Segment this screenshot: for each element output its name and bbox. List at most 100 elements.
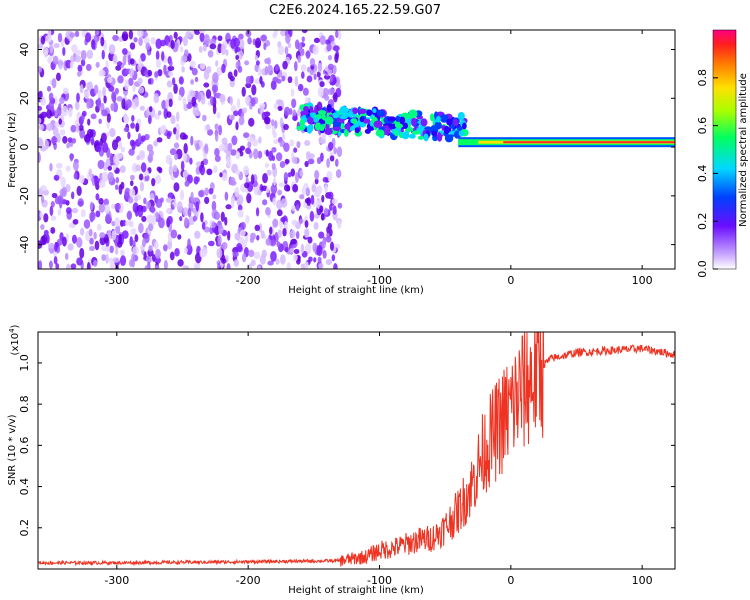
noise-speckle xyxy=(254,78,261,85)
noise-speckle xyxy=(319,35,326,46)
noise-speckle xyxy=(326,158,330,168)
noise-speckle xyxy=(203,82,210,88)
noise-speckle xyxy=(50,226,56,234)
noise-speckle xyxy=(225,204,232,210)
noise-speckle xyxy=(274,63,280,72)
noise-speckle xyxy=(144,265,150,269)
noise-speckle xyxy=(167,215,173,225)
noise-speckle xyxy=(172,164,178,173)
noise-speckle xyxy=(69,32,76,38)
noise-speckle xyxy=(318,262,324,269)
noise-speckle xyxy=(306,197,312,206)
noise-speckle xyxy=(209,43,217,50)
noise-speckle xyxy=(283,172,289,182)
noise-speckle xyxy=(266,57,271,65)
noise-speckle xyxy=(334,53,339,64)
noise-speckle xyxy=(182,207,189,217)
noise-speckle xyxy=(316,71,321,78)
noise-speckle xyxy=(126,210,133,221)
noise-speckle xyxy=(154,71,159,78)
noise-speckle xyxy=(289,229,296,239)
colorbar: 0.0 0.2 0.4 0.6 0.8 Normalized spectral ampl… xyxy=(696,29,749,278)
noise-speckle xyxy=(105,253,109,264)
noise-speckle xyxy=(140,162,147,173)
noise-speckle xyxy=(57,195,64,204)
noise-speckle xyxy=(229,75,235,82)
noise-speckle xyxy=(138,86,145,94)
noise-speckle xyxy=(294,75,299,87)
noise-speckle xyxy=(245,147,252,155)
noise-speckle xyxy=(129,180,134,187)
noise-speckle xyxy=(154,113,160,120)
noise-speckle xyxy=(270,80,277,91)
snr-ticks: -300 -200 -100 0 100 0.2 0.4 0.6 0.8 1.0 xyxy=(18,332,675,587)
signal-blob xyxy=(354,127,360,134)
noise-speckle xyxy=(331,254,336,262)
noise-speckle xyxy=(230,197,235,209)
noise-speckle xyxy=(40,185,47,192)
noise-speckle xyxy=(121,31,129,42)
noise-speckle xyxy=(80,49,87,61)
noise-speckle xyxy=(211,200,217,212)
noise-speckle xyxy=(198,46,203,53)
noise-speckle xyxy=(157,69,163,77)
noise-speckle xyxy=(137,30,144,38)
noise-speckle xyxy=(40,224,45,230)
noise-speckle xyxy=(69,153,74,162)
noise-speckle xyxy=(182,35,188,47)
noise-speckle xyxy=(243,132,250,139)
noise-speckle xyxy=(286,262,291,269)
signal-blob xyxy=(462,122,467,130)
noise-speckle xyxy=(137,133,142,144)
noise-speckle xyxy=(42,46,49,56)
noise-speckle xyxy=(173,127,177,135)
noise-speckle xyxy=(291,219,297,226)
noise-speckle xyxy=(221,241,228,250)
noise-speckle xyxy=(43,213,49,223)
noise-speckle xyxy=(268,226,273,235)
noise-speckle xyxy=(214,131,219,142)
noise-speckle xyxy=(116,61,123,67)
noise-speckle xyxy=(205,89,212,99)
noise-speckle xyxy=(257,265,262,269)
noise-speckle xyxy=(89,245,95,252)
noise-speckle xyxy=(248,263,253,269)
noise-speckle xyxy=(111,230,117,241)
noise-speckle xyxy=(62,236,67,247)
noise-speckle xyxy=(324,95,330,101)
noise-speckle xyxy=(135,122,140,133)
noise-speckle xyxy=(95,61,100,68)
noise-speckle xyxy=(55,263,60,269)
noise-speckle xyxy=(101,245,108,252)
noise-speckle xyxy=(47,243,55,249)
noise-speckle xyxy=(271,146,277,153)
noise-speckle xyxy=(177,259,184,267)
noise-speckle xyxy=(116,96,123,102)
noise-speckle xyxy=(39,211,44,219)
noise-speckle xyxy=(155,38,162,49)
noise-speckle xyxy=(312,45,319,55)
noise-speckle xyxy=(329,155,335,162)
noise-speckle xyxy=(214,148,220,157)
noise-speckle xyxy=(42,234,48,245)
noise-speckle xyxy=(284,46,289,55)
noise-speckle xyxy=(250,97,256,107)
noise-speckle xyxy=(128,219,133,226)
noise-speckle xyxy=(184,49,189,58)
noise-speckle xyxy=(89,237,94,245)
noise-speckle xyxy=(156,137,163,143)
noise-speckle xyxy=(49,43,54,54)
noise-speckle xyxy=(220,211,225,223)
noise-speckle xyxy=(110,103,115,112)
noise-speckle xyxy=(55,72,61,82)
noise-speckle xyxy=(215,60,219,67)
noise-speckle xyxy=(112,34,119,42)
noise-speckle xyxy=(173,142,180,149)
noise-speckle xyxy=(291,156,298,164)
noise-speckle xyxy=(170,115,176,125)
noise-speckle xyxy=(321,194,325,203)
noise-speckle xyxy=(77,71,82,77)
noise-speckle xyxy=(80,59,86,67)
colorbar-gradient xyxy=(712,29,737,270)
noise-speckle xyxy=(235,168,240,176)
